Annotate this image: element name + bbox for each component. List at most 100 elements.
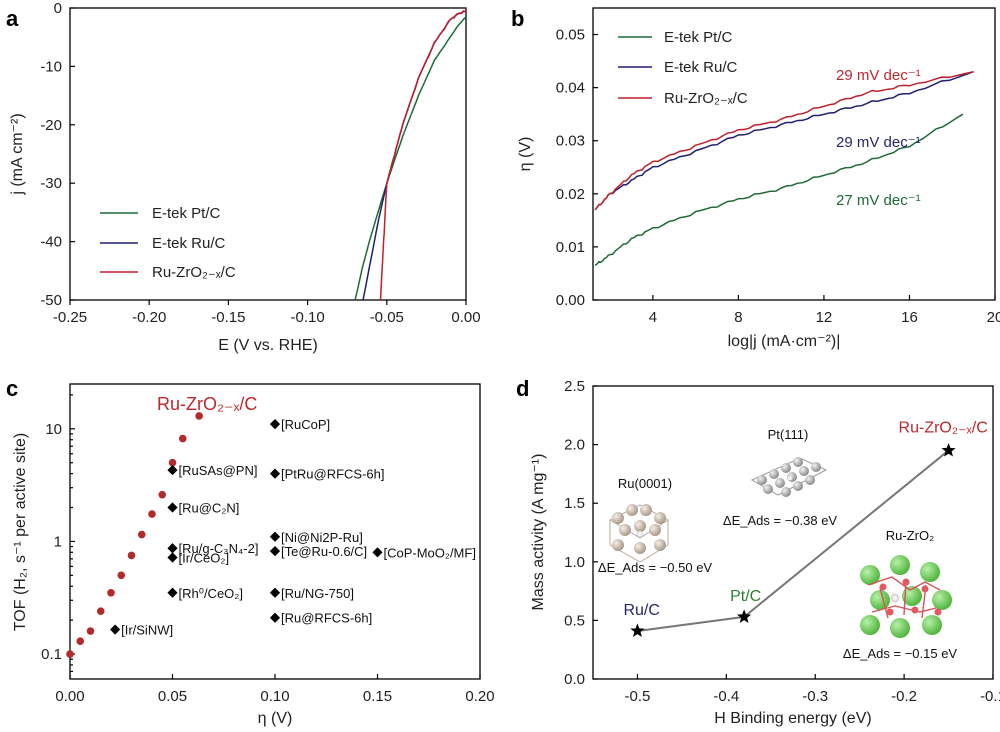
highlight-label-c: Ru-ZrO₂₋ₓ/C: [157, 394, 257, 414]
tof-point-ruzro: [195, 412, 203, 420]
x-a-tick-label: -0.25: [53, 309, 87, 326]
x-ticks-d: -0.5 -0.4 -0.3 -0.2 -0.1: [625, 674, 1000, 705]
x-d-tick-label: -0.4: [713, 688, 739, 705]
pt111-structure-image: [750, 457, 828, 497]
pt111-energy: ΔE_Ads = −0.38 eV: [723, 513, 838, 528]
legend-b: E-tek Pt/C E-tek Ru/C Ru-ZrO₂₋ₓ/C: [618, 29, 748, 107]
pt111-title: Pt(111): [768, 427, 809, 442]
reference-label: [Te@Ru-0.6/C]: [281, 544, 367, 559]
y-d-tick-label: 0.0: [564, 671, 585, 688]
series-line-b-2: [594, 70, 974, 211]
y-b-tick-label: 0.04: [556, 80, 585, 97]
legend-entry-ru-b: E-tek Ru/C: [664, 59, 738, 76]
reference-label: [Ni@Ni2P-Ru]: [281, 530, 363, 545]
plot-frame-b: [592, 7, 996, 301]
catalyst-star-marker: [941, 443, 956, 457]
x-c-tick-label: 0.00: [55, 688, 84, 705]
panel-d: d -0.5 -0.4 -0.3 -0.2 -0.1 0.0 0.5 1.0 1.5 2.0 2.…: [516, 376, 1000, 727]
y-axis-label-a: j (mA cm⁻²): [9, 113, 26, 195]
x-axis-label-a: E (V vs. RHE): [218, 337, 318, 354]
x-b-tick-label: 20: [987, 309, 1000, 326]
reference-point: [269, 531, 281, 542]
plot-frame-a: [69, 7, 467, 301]
tof-point-ruzro: [66, 650, 74, 658]
x-axis-label-d: H Binding energy (eV): [714, 710, 871, 727]
y-d-tick-label: 2.0: [564, 437, 585, 454]
ruzro2-structure-image: [860, 555, 952, 638]
series-d: Ru/C Pt/C Ru-ZrO₂₋ₓ/C: [623, 419, 988, 637]
series-line-b-0: [594, 113, 964, 267]
ru0001-energy: ΔE_Ads = −0.50 eV: [598, 560, 713, 575]
x-a-tick-label: 0.00: [451, 309, 480, 326]
y-axis-label-d: Mass activity (A mg⁻¹): [530, 454, 547, 611]
reference-point: [269, 587, 281, 598]
reference-point: [372, 547, 383, 558]
tof-point-ruzro: [137, 530, 146, 539]
y-c-tick-label: 10: [45, 421, 62, 438]
legend-entry-pt-b: E-tek Pt/C: [664, 29, 733, 46]
catalyst-label: Ru-ZrO₂₋ₓ/C: [899, 419, 988, 436]
panel-b: b 4 8 12 16 20 0.00 0.01 0.02 0.03 0.04 0.05 E-te…: [511, 6, 1000, 350]
y-a-tick-label: -30: [40, 175, 62, 192]
y-d-tick-label: 0.5: [564, 612, 585, 629]
series-c: [RuCoP] [RuSAs@PN] [PtRu@RFCS-6h] [Ru@C₂N] […: [66, 412, 476, 658]
y-axis-label-b: η (V): [517, 137, 534, 172]
panel-label-d: d: [516, 376, 529, 401]
x-axis-label-b: log|j (mA·cm⁻²)|: [728, 333, 841, 350]
panel-label-c: c: [6, 376, 18, 401]
reference-point: [167, 543, 178, 554]
y-a-tick-label: -20: [40, 117, 62, 134]
ruzro2-energy: ΔE_Ads = −0.15 eV: [843, 646, 958, 661]
x-a-tick-label: -0.20: [132, 309, 166, 326]
panel-label-a: a: [6, 6, 19, 31]
x-b-tick-label: 16: [901, 309, 918, 326]
y-ticks-d: 0.0 0.5 1.0 1.5 2.0 2.5: [564, 378, 598, 688]
reference-label: [Ru/NG-750]: [281, 586, 354, 601]
reference-label: [Ru@C₂N]: [179, 501, 240, 516]
y-b-tick-label: 0.03: [556, 133, 585, 150]
catalyst-star-marker: [630, 623, 645, 637]
y-ticks-b: 0.00 0.01 0.02 0.03 0.04 0.05: [556, 27, 598, 309]
y-d-tick-label: 1.5: [564, 495, 585, 512]
y-b-tick-label: 0.00: [556, 292, 585, 309]
legend-a: E-tek Pt/C E-tek Ru/C Ru-ZrO₂₋ₓ/C: [100, 205, 236, 281]
panel-a: a -0.25 -0.20 -0.15 -0.10 -0.05 0.00 0 -10 -20 -…: [6, 0, 481, 354]
legend-entry-ruzro-a: Ru-ZrO₂₋ₓ/C: [152, 264, 236, 281]
y-d-tick-label: 2.5: [564, 378, 585, 395]
catalyst-star-marker: [737, 609, 752, 623]
reference-point: [269, 419, 281, 430]
tof-point-ruzro: [86, 627, 95, 635]
x-c-tick-label: 0.10: [260, 688, 289, 705]
tof-point-ruzro: [96, 607, 105, 616]
x-d-tick-label: -0.1: [980, 688, 1000, 705]
reference-point: [269, 546, 281, 557]
legend-entry-ruzro-b: Ru-ZrO₂₋ₓ/C: [664, 90, 748, 107]
y-d-tick-label: 1.0: [564, 554, 585, 571]
tof-point-ruzro: [178, 434, 187, 443]
x-c-tick-label: 0.15: [363, 688, 392, 705]
reference-label: [CoP-MoO₂/MF]: [384, 545, 476, 560]
x-ticks-a: -0.25 -0.20 -0.15 -0.10 -0.05 0.00: [53, 300, 481, 326]
reference-point: [269, 612, 281, 623]
y-a-tick-label: -40: [40, 234, 62, 251]
tof-point-ruzro: [158, 490, 167, 499]
y-a-tick-label: -10: [40, 58, 62, 75]
x-a-tick-label: -0.05: [370, 309, 404, 326]
legend-entry-pt-a: E-tek Pt/C: [152, 205, 221, 222]
x-c-tick-label: 0.05: [158, 688, 187, 705]
tof-point-ruzro: [76, 637, 85, 645]
reference-label: [PtRu@RFCS-6h]: [281, 467, 385, 482]
reference-label: [RuSAs@PN]: [179, 463, 258, 478]
x-b-tick-label: 4: [649, 309, 657, 326]
slope-annotation-ruzro: 29 mV dec⁻¹: [836, 67, 921, 84]
panel-label-b: b: [511, 6, 524, 31]
reference-label: [Ir/SiNW]: [121, 623, 173, 638]
y-ticks-c: 0.1 1 10: [41, 394, 75, 673]
plot-frame-d: [592, 385, 994, 680]
x-d-tick-label: -0.2: [891, 688, 917, 705]
series-line-a-2: [379, 10, 467, 301]
x-c-tick-label: 0.20: [465, 688, 494, 705]
tof-point-ruzro: [168, 458, 177, 467]
